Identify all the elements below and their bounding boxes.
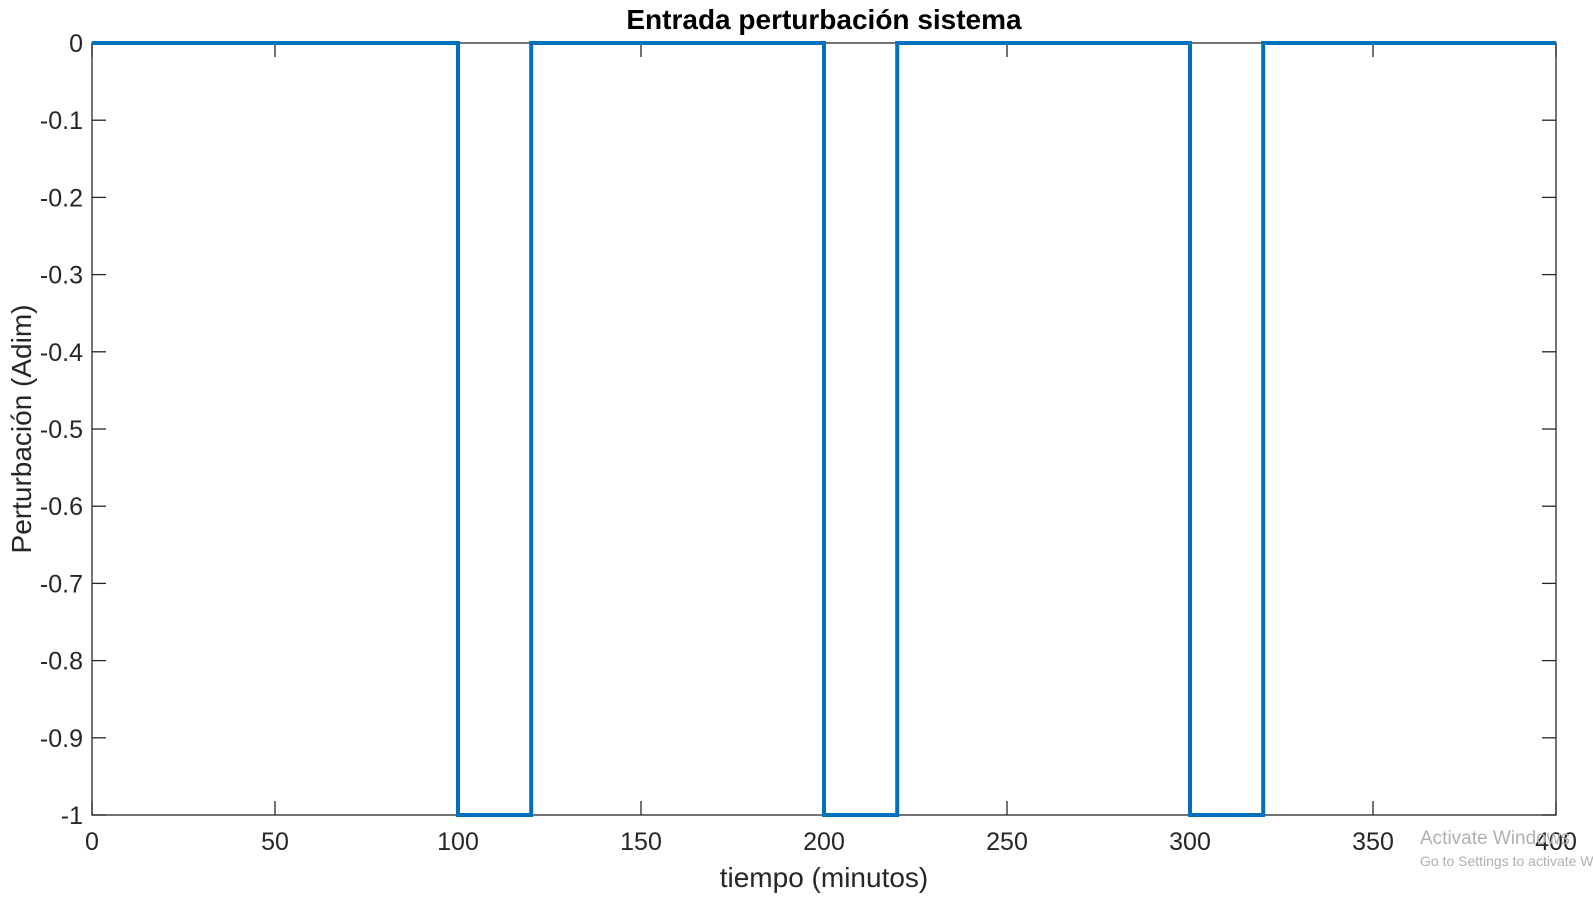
y-tick-label: -0.7	[40, 570, 83, 598]
x-tick-label: 0	[85, 828, 99, 856]
series-layer	[92, 41, 1556, 817]
chart-title: Entrada perturbación sistema	[626, 4, 1022, 35]
y-tick-label: -0.5	[40, 416, 83, 444]
y-axis-label: Perturbación (Adim)	[6, 305, 37, 554]
x-tick-label: 350	[1352, 828, 1394, 856]
y-tick-label: -0.9	[40, 725, 83, 753]
y-tick-label: 0	[69, 30, 83, 58]
x-axis-label: tiempo (minutos)	[720, 862, 929, 893]
y-tick-label: -1	[61, 802, 83, 830]
y-tick-label: -0.8	[40, 648, 83, 676]
tick-labels: 0 50 100 150 200 250 300 350 400 0 -0.1 -0.2 -0.3 -0.…	[40, 30, 1577, 856]
x-tick-label: 200	[803, 828, 845, 856]
y-tick-label: -0.1	[40, 107, 83, 135]
y-tick-label: -0.6	[40, 493, 83, 521]
x-tick-label: 250	[986, 828, 1028, 856]
series-line	[92, 41, 1556, 817]
activation-watermark-subtitle: Go to Settings to activate Windows.	[1420, 853, 1593, 869]
x-tick-label: 150	[620, 828, 662, 856]
x-tick-label: 300	[1169, 828, 1211, 856]
y-tick-label: -0.2	[40, 184, 83, 212]
y-tick-label: -0.3	[40, 262, 83, 290]
x-tick-label: 400	[1535, 828, 1577, 856]
x-tick-label: 100	[437, 828, 479, 856]
activation-watermark-title: Activate Windows	[1420, 828, 1570, 849]
x-tick-label: 50	[261, 828, 289, 856]
y-tick-label: -0.4	[40, 339, 83, 367]
